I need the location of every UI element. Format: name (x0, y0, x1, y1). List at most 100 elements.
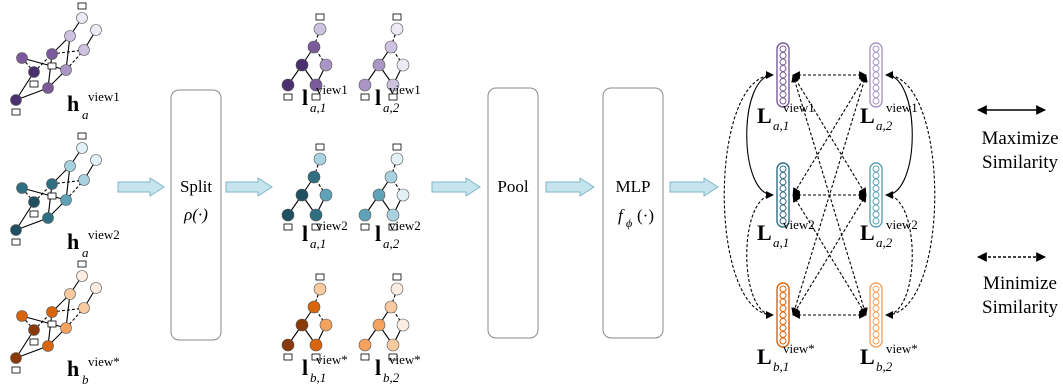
input-graph-view-star (10, 260, 102, 374)
split-title: Split (180, 177, 212, 196)
min-cross-rev-1-2 (792, 194, 867, 316)
split-graph-2-view-star (358, 273, 410, 361)
mlp-func: f (618, 206, 625, 225)
legend-minimize-line1: Minimize (983, 273, 1057, 294)
svg-text:view1: view1 (316, 82, 348, 97)
input-graph-view1 (10, 2, 102, 116)
emb-label-a2-view1: L a,2 view1 (860, 100, 918, 133)
mlp-box: MLP f ϕ (·) (602, 87, 664, 339)
similarity-connections (723, 71, 936, 319)
split-graph-2-view1 (358, 13, 410, 101)
svg-text:view2: view2 (886, 217, 918, 232)
pool-title: Pool (497, 177, 528, 196)
svg-text:b,1: b,1 (310, 370, 326, 385)
split-label-a2-view1: l a,2 view1 (375, 82, 421, 115)
svg-text:L: L (860, 344, 875, 369)
min-a2-view1-b2 (885, 71, 936, 319)
embedding-labels: L a,1 view1 L a,2 view1 L a,1 view2 L a,… (757, 100, 918, 374)
split-graph-1-view1 (281, 13, 333, 101)
min-a1-view1-b1 (723, 71, 774, 319)
svg-text:b,2: b,2 (876, 359, 893, 374)
input-label-view-star: h b view* (67, 354, 120, 386)
svg-text:view*: view* (886, 341, 918, 356)
split-labels: l a,1 view1 l a,2 view1 l a,1 view2 l a,… (302, 82, 421, 385)
svg-text:b,1: b,1 (773, 359, 789, 374)
mlp-func-sub: ϕ (626, 216, 632, 230)
svg-text:L: L (757, 103, 772, 128)
svg-text:a: a (82, 107, 89, 122)
svg-text:h: h (67, 91, 79, 116)
mlp-title: MLP (616, 177, 651, 196)
input-label-view1: h a view1 (67, 89, 120, 122)
svg-text:l: l (302, 355, 308, 380)
emb-label-a2-view2: L a,2 view2 (860, 217, 918, 250)
input-graphs (10, 2, 102, 374)
svg-text:view*: view* (783, 341, 815, 356)
embedding-vector-2-1 (869, 282, 883, 348)
arrow-to-pool (431, 177, 481, 197)
svg-text:a,2: a,2 (876, 118, 893, 133)
pool-box: Pool (487, 87, 539, 339)
svg-text:b,2: b,2 (383, 370, 400, 385)
flow-arrows (117, 177, 719, 197)
embedding-vector-1-1 (869, 162, 883, 228)
embedding-vector-0-1 (869, 42, 883, 108)
svg-text:view2: view2 (783, 217, 815, 232)
arrow-from-mlp (669, 177, 719, 197)
svg-text:view2: view2 (316, 218, 348, 233)
svg-text:view*: view* (316, 352, 348, 367)
input-label-view2: h a view2 (67, 227, 120, 260)
svg-text:view1: view1 (389, 82, 421, 97)
emb-label-a1-view1: L a,1 view1 (757, 100, 815, 133)
svg-text:a,1: a,1 (310, 100, 326, 115)
legend: Maximize Similarity Minimize Similarity (977, 105, 1059, 318)
svg-text:l: l (302, 85, 308, 110)
svg-text:a,2: a,2 (876, 235, 893, 250)
svg-text:L: L (860, 103, 875, 128)
split-label-a2-view2: l a,2 view2 (375, 218, 421, 251)
embedding-vector-1-0 (776, 162, 790, 228)
svg-text:view1: view1 (783, 100, 815, 115)
svg-text:view*: view* (389, 352, 421, 367)
mlp-func-arg: (·) (637, 206, 654, 225)
split-graph-1-view-star (281, 273, 333, 361)
emb-label-b1-view-star: L b,1 view* (757, 341, 815, 374)
split-func: ρ(·) (183, 205, 208, 224)
svg-text:l: l (375, 85, 381, 110)
svg-text:l: l (302, 221, 308, 246)
svg-text:view*: view* (88, 354, 120, 369)
split-label-a1-view2: l a,1 view2 (302, 218, 348, 251)
input-graph-view2 (10, 132, 102, 246)
svg-text:a,2: a,2 (383, 100, 400, 115)
svg-text:a,1: a,1 (773, 118, 789, 133)
split-graphs (281, 13, 410, 361)
legend-maximize-line1: Maximize (981, 128, 1058, 149)
arrow-to-mlp (545, 177, 595, 197)
max-a2-view1-view2 (885, 71, 913, 199)
embedding-vector-0-0 (776, 42, 790, 108)
svg-text:view1: view1 (886, 100, 918, 115)
emb-label-a1-view2: L a,1 view2 (757, 217, 815, 250)
svg-text:view1: view1 (88, 89, 120, 104)
svg-text:l: l (375, 355, 381, 380)
svg-text:l: l (375, 221, 381, 246)
min-a2-view2-b2 (885, 191, 913, 319)
legend-maximize-line2: Similarity (982, 152, 1059, 173)
svg-text:b: b (82, 372, 89, 386)
legend-minimize-line2: Similarity (982, 297, 1059, 318)
svg-text:a: a (82, 245, 89, 260)
split-label-a1-view1: l a,1 view1 (302, 82, 348, 115)
svg-text:h: h (67, 229, 79, 254)
split-box: Split ρ(·) (170, 89, 222, 341)
svg-text:a,2: a,2 (383, 236, 400, 251)
arrow-to-split (117, 177, 165, 197)
svg-text:a,1: a,1 (310, 236, 326, 251)
svg-text:L: L (757, 220, 772, 245)
embedding-vector-2-0 (776, 282, 790, 348)
embedding-vectors (776, 42, 883, 348)
split-graph-2-view2 (358, 143, 410, 231)
svg-text:h: h (67, 356, 79, 381)
emb-label-b2-view-star: L b,2 view* (860, 341, 918, 374)
split-graph-1-view2 (281, 143, 333, 231)
